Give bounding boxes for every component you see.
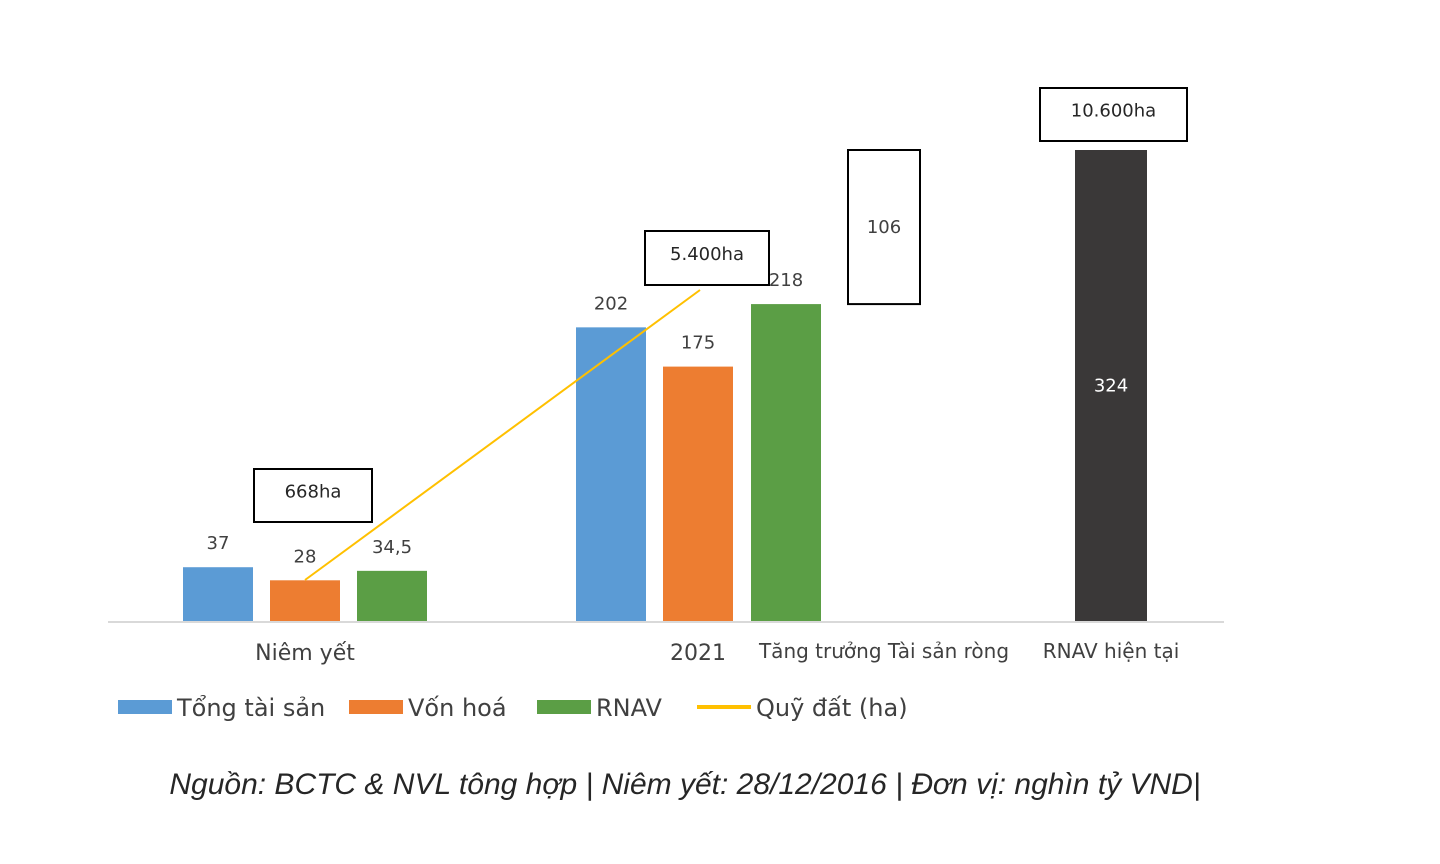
land-bank-box-3: [1039, 87, 1188, 142]
bar-1-0: [576, 327, 646, 621]
value-labels-layer: 37 202 28 175 34,5 218 106 324: [207, 217, 1129, 567]
legend: Tổng tài sản Vốn hoá RNAV Quỹ đất (ha): [118, 694, 908, 722]
land-bank-box-0: [253, 468, 373, 523]
bar-0-0: [183, 567, 253, 621]
land-bank-line: [304, 289, 701, 581]
land-bank-annotations-layer: 668ha 5.400ha 10.600ha: [253, 87, 1188, 523]
bar-0-2: [357, 570, 427, 621]
source-note: Nguồn: BCTC & NVL tông hợp | Niêm yết: 2…: [169, 768, 1201, 801]
category-label-3: RNAV hiện tại: [1043, 639, 1180, 663]
land-bank-line-layer: [304, 289, 701, 581]
bar-value-label-0-0: 37: [207, 533, 230, 554]
legend-label-0: Tổng tài sản: [176, 694, 325, 722]
bar-value-label-1-2: 218: [769, 270, 803, 291]
bar-value-label-1-1: 175: [681, 333, 715, 354]
rnav-current-label: 324: [1094, 376, 1128, 397]
legend-label-3: Quỹ đất (ha): [756, 694, 908, 722]
legend-swatch-0: [118, 700, 172, 714]
category-label-2: Tăng trưởng Tài sản ròng: [758, 639, 1009, 663]
bars-layer: [183, 149, 1147, 621]
growth-increment-box: [847, 149, 921, 306]
legend-label-1: Vốn hoá: [408, 694, 507, 722]
bar-value-label-0-2: 34,5: [372, 537, 412, 558]
category-label-0: Niêm yết: [255, 641, 355, 666]
bar-1-2: [751, 304, 821, 621]
legend-label-2: RNAV: [596, 694, 663, 722]
legend-swatch-1: [349, 700, 403, 714]
land-bank-label-0: 668ha: [285, 482, 342, 503]
bar-1-1: [663, 366, 733, 621]
rnav-current-bar: [1075, 150, 1147, 621]
bar-0-1: [270, 580, 340, 621]
bar-value-label-0-1: 28: [294, 546, 317, 567]
legend-swatch-2: [537, 700, 591, 714]
land-bank-box-1: [644, 230, 770, 286]
growth-increment-label: 106: [867, 217, 901, 238]
bar-value-label-1-0: 202: [594, 293, 628, 314]
category-label-1: 2021: [670, 641, 726, 666]
category-labels-layer: Niêm yết 2021 Tăng trưởng Tài sản ròng RNAV…: [255, 639, 1179, 666]
land-bank-label-1: 5.400ha: [670, 244, 744, 265]
land-bank-label-3: 10.600ha: [1071, 101, 1156, 122]
